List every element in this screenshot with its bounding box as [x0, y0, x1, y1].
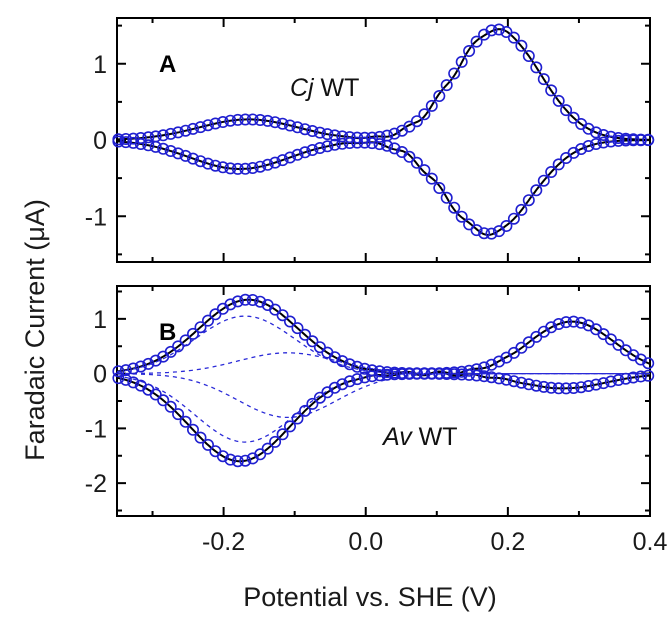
x-axis-title: Potential vs. SHE (V): [243, 582, 497, 612]
species-annotation: Av WT: [381, 423, 458, 451]
y-tick-label: -1: [85, 203, 107, 231]
species-annotation: Cj WT: [290, 74, 359, 102]
panel-label: A: [159, 51, 176, 78]
y-tick-label: 1: [93, 306, 107, 334]
x-tick-label: 0.4: [633, 528, 667, 556]
fit-point: [419, 109, 429, 119]
x-tick-label: -0.2: [202, 528, 245, 556]
x-tick-label: 0.0: [348, 528, 383, 556]
y-tick-label: 0: [93, 127, 107, 155]
y-tick-label: 1: [93, 51, 107, 79]
panel-label: B: [159, 319, 176, 346]
y-tick-label: -1: [85, 415, 107, 443]
fit-point: [449, 203, 459, 213]
fit-point: [419, 165, 429, 175]
y-tick-label: 0: [93, 361, 107, 389]
fit-point: [464, 219, 474, 229]
panel-b: -2 -1 0 1 -0.2 0.0 0.2 0.4 B Av WT: [85, 286, 667, 556]
panel-a: -1 0 1 A Cj WT: [85, 18, 654, 262]
plot-frame: [117, 286, 650, 516]
x-tick-label: 0.2: [490, 528, 525, 556]
y-tick-label: -2: [85, 470, 107, 498]
y-axis-title: Faradaic Current (μA): [20, 199, 50, 461]
component-line: [117, 374, 650, 418]
